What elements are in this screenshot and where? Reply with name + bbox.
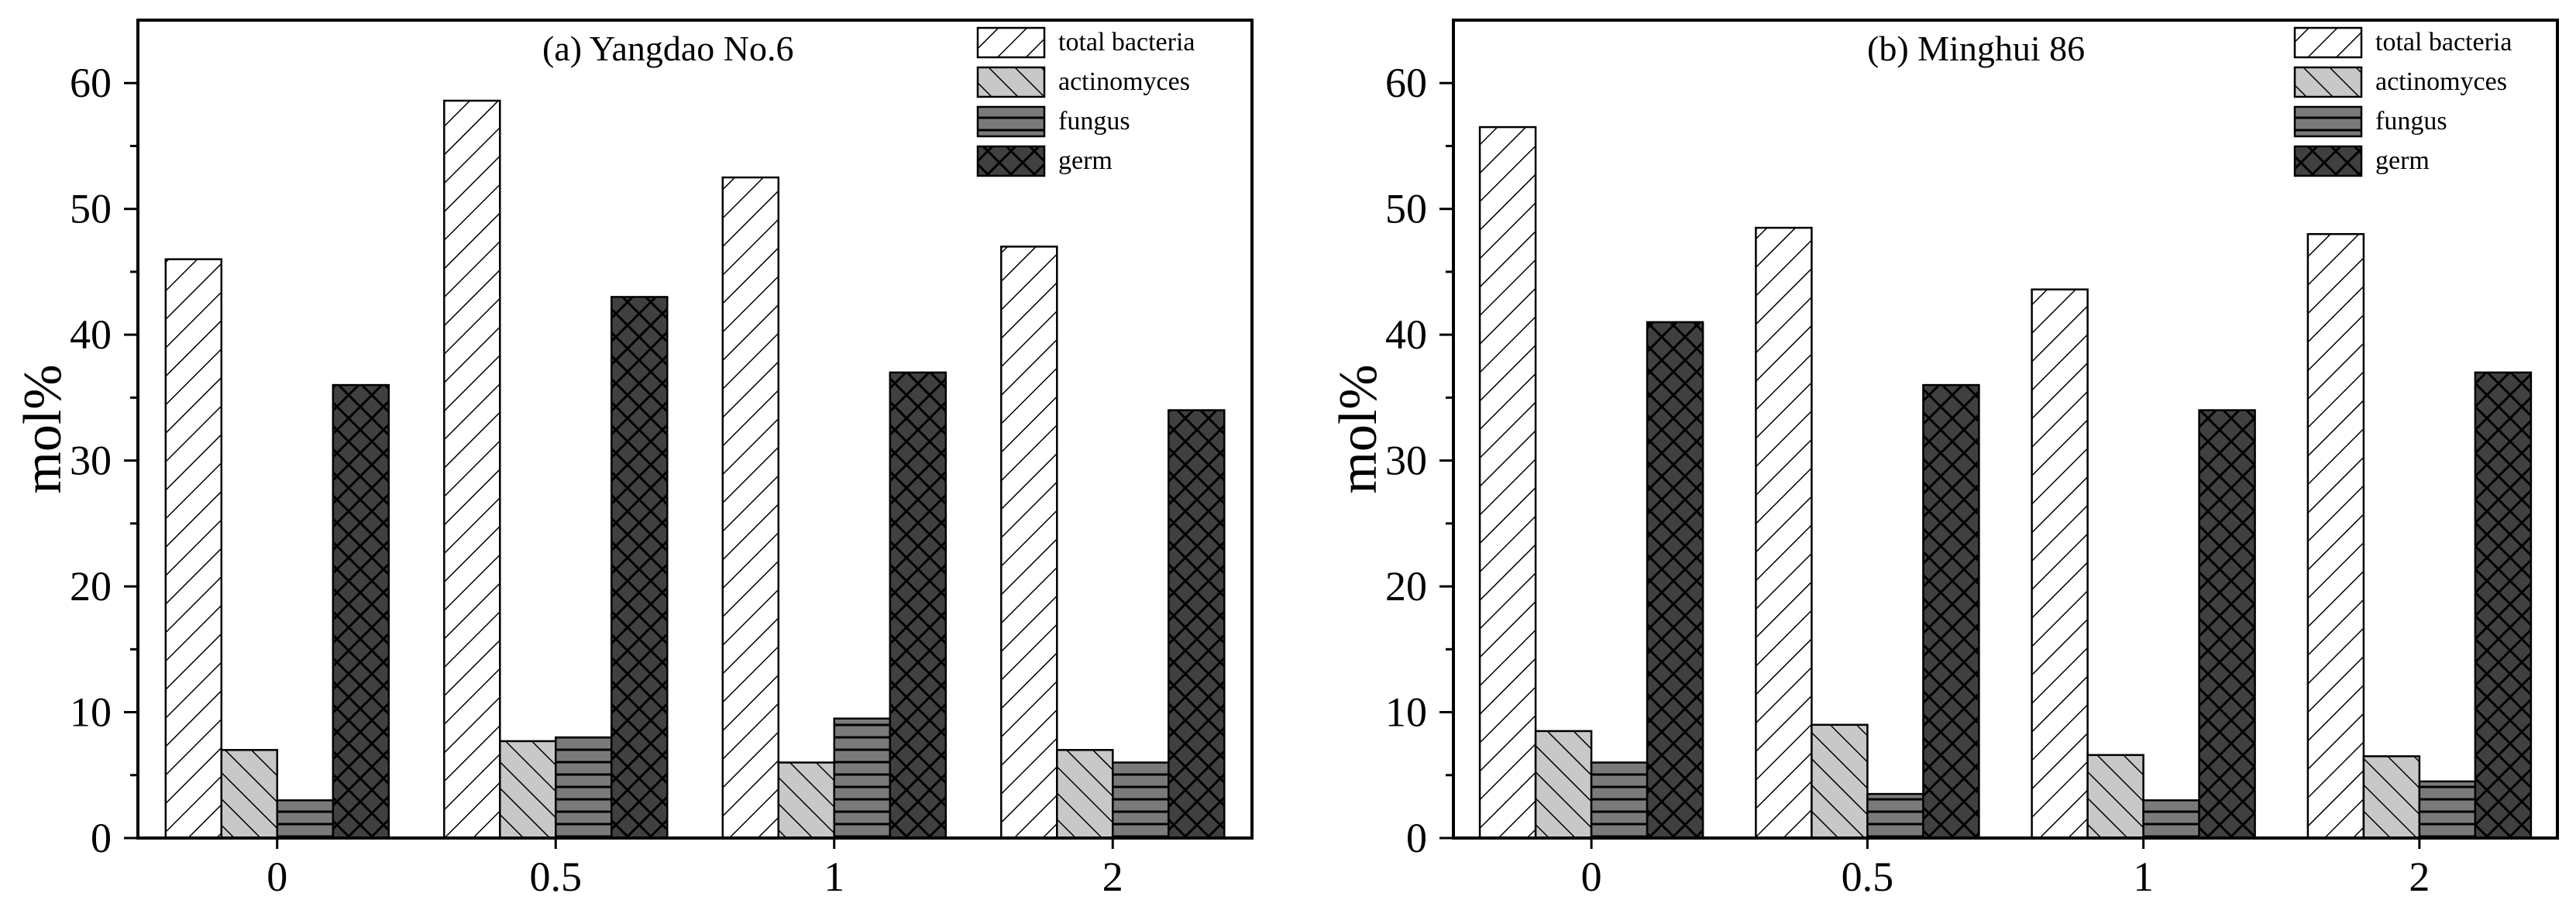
bar-total-bacteria-0.5 [443, 99, 501, 840]
x-tick-label: 2 [2409, 854, 2430, 900]
y-tick-label: 60 [1385, 60, 1427, 106]
bar-total-bacteria-2 [2306, 232, 2365, 840]
legend-label: total bacteria [2375, 28, 2512, 57]
plot-frame [136, 19, 1254, 840]
legend-label: actinomyces [1058, 67, 1190, 96]
bar-total-bacteria-1 [2031, 288, 2089, 840]
bar-fungus-0.5 [555, 736, 613, 840]
bar-germ-0 [1646, 321, 1704, 840]
legend-swatch-actinomyces [2293, 66, 2363, 98]
legend-swatch-fungus [2293, 105, 2363, 138]
x-tick-labels: 0 0.5 1 2 [267, 854, 1123, 900]
x-tick-label: 0.5 [530, 854, 583, 900]
bar-fungus-1 [2142, 799, 2200, 840]
y-tick-label: 0 [1406, 815, 1427, 861]
bar-fungus-0 [1590, 761, 1649, 840]
axis-ticks [1439, 81, 2421, 849]
x-tick-label: 0.5 [1842, 854, 1894, 900]
bar-fungus-2 [1112, 761, 1170, 840]
bar-germ-2 [1168, 409, 1226, 840]
legend-label: germ [1058, 146, 1113, 175]
chart-title: (a) Yangdao No.6 [542, 29, 794, 68]
bar-germ-0 [332, 383, 390, 840]
y-tick-label: 10 [70, 689, 112, 736]
legend-swatch-total-bacteria [2293, 26, 2363, 59]
bar-germ-0.5 [610, 296, 669, 840]
chart-title: (b) Minghui 86 [1867, 29, 2085, 68]
bar-total-bacteria-0 [1478, 125, 1537, 840]
bar-actinomyces-0 [220, 749, 279, 840]
bar-total-bacteria-0 [164, 258, 223, 840]
legend-label: fungus [1058, 107, 1130, 136]
plot-frame [1452, 19, 2559, 840]
x-tick-label: 0 [1581, 854, 1602, 900]
bar-actinomyces-2 [1056, 749, 1114, 840]
y-axis-label: mol% [1329, 364, 1388, 493]
legend-label: total bacteria [1058, 28, 1195, 57]
axis-ticks [124, 81, 1114, 849]
y-tick-label: 10 [1385, 689, 1427, 736]
bar-actinomyces-0.5 [499, 740, 557, 840]
bar-fungus-0 [276, 799, 335, 840]
legend: total bacteria actinomyces fungus germ [976, 26, 1195, 177]
x-tick-labels: 0 0.5 1 2 [1581, 854, 2430, 900]
y-tick-label: 20 [70, 563, 112, 610]
y-tick-labels: 0 10 20 30 40 50 60 [70, 60, 112, 861]
bar-germ-1 [889, 371, 948, 840]
y-tick-label: 30 [1385, 438, 1427, 484]
bars-layer [1478, 125, 2533, 840]
y-tick-label: 40 [70, 311, 112, 358]
bar-germ-1 [2198, 409, 2256, 840]
x-tick-label: 2 [1102, 854, 1123, 900]
bar-actinomyces-1 [2086, 754, 2144, 840]
y-tick-label: 40 [1385, 311, 1427, 358]
y-tick-label: 0 [91, 815, 112, 861]
bar-actinomyces-0 [1534, 730, 1593, 840]
legend-swatch-germ [2293, 145, 2363, 177]
chart-panel-a: 0 10 20 30 40 50 60 0 0.5 1 2 mol% (a) Yangdao No… [13, 19, 1254, 900]
bar-total-bacteria-2 [1000, 246, 1058, 840]
legend-label: actinomyces [2375, 67, 2507, 96]
legend-swatch-fungus [976, 105, 1046, 138]
y-axis-label: mol% [13, 364, 73, 493]
legend-swatch-actinomyces [976, 66, 1046, 98]
legend-label: germ [2375, 146, 2430, 175]
bar-fungus-0.5 [1866, 792, 1924, 840]
bar-actinomyces-2 [2362, 755, 2421, 840]
x-tick-label: 1 [824, 854, 844, 900]
bar-actinomyces-0.5 [1811, 723, 1869, 840]
legend-swatch-germ [976, 145, 1046, 177]
x-tick-label: 1 [2133, 854, 2154, 900]
bar-germ-2 [2474, 371, 2533, 840]
bar-total-bacteria-0.5 [1755, 226, 1813, 840]
chart-panel-b: 0 10 20 30 40 50 60 0 0.5 1 2 mol% (b) Minghui 86… [1329, 19, 2559, 900]
y-tick-label: 50 [70, 186, 112, 232]
legend-swatch-total-bacteria [976, 26, 1046, 59]
y-tick-label: 30 [70, 438, 112, 484]
bar-germ-0.5 [1922, 383, 1980, 840]
bar-total-bacteria-1 [721, 176, 780, 840]
bars-layer [164, 99, 1226, 840]
y-tick-label: 50 [1385, 186, 1427, 232]
y-tick-label: 60 [70, 60, 112, 106]
bar-fungus-2 [2418, 780, 2477, 840]
y-tick-label: 20 [1385, 563, 1427, 610]
x-tick-label: 0 [267, 854, 287, 900]
legend: total bacteria actinomyces fungus germ [2293, 26, 2512, 177]
bar-fungus-1 [833, 717, 892, 840]
bar-actinomyces-1 [777, 761, 836, 840]
legend-label: fungus [2375, 107, 2447, 136]
y-tick-labels: 0 10 20 30 40 50 60 [1385, 60, 1427, 861]
